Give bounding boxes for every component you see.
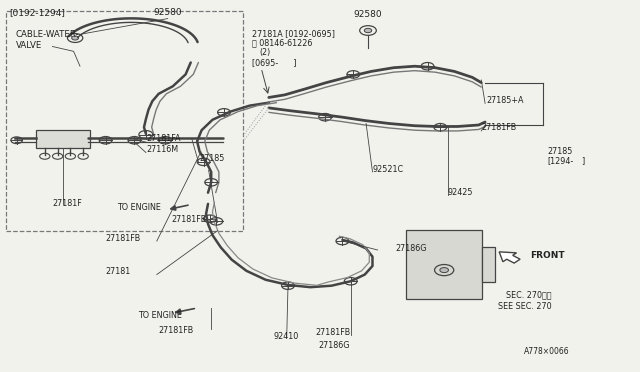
Text: 27186G: 27186G: [319, 341, 350, 350]
Bar: [36, 130, 90, 148]
Text: 27181F: 27181F: [52, 199, 82, 208]
Text: CABLE-WATER-: CABLE-WATER-: [16, 30, 79, 39]
Text: 92521C: 92521C: [372, 165, 404, 174]
Text: 27181FB: 27181FB: [481, 123, 516, 132]
Text: 27181: 27181: [106, 267, 131, 276]
Text: 92410: 92410: [274, 333, 299, 341]
Text: 27116M: 27116M: [146, 145, 178, 154]
Text: FRONT: FRONT: [530, 251, 564, 260]
Text: TO ENGINE: TO ENGINE: [138, 311, 182, 320]
Text: 27181FB: 27181FB: [315, 328, 350, 337]
Text: 27181FB: 27181FB: [106, 234, 141, 243]
Text: ]: ]: [581, 157, 584, 166]
Text: 92580: 92580: [354, 10, 382, 19]
FancyArrow shape: [499, 252, 520, 263]
Text: 27185: 27185: [200, 154, 225, 163]
Text: 92425: 92425: [448, 188, 474, 197]
Text: 27185: 27185: [547, 147, 573, 156]
Text: 27181A [0192-0695]: 27181A [0192-0695]: [252, 29, 335, 38]
Text: SEC. 270参照: SEC. 270参照: [506, 291, 551, 299]
Text: 27181FB: 27181FB: [159, 326, 194, 335]
Text: 27181FB: 27181FB: [172, 215, 207, 224]
Bar: [6, 11, 243, 231]
Circle shape: [440, 267, 449, 273]
Text: VALVE: VALVE: [16, 41, 42, 50]
Text: [0192-1294]: [0192-1294]: [10, 8, 65, 17]
Text: [1294-: [1294-: [547, 157, 573, 166]
Text: (2): (2): [260, 48, 271, 57]
Text: 27181FA: 27181FA: [146, 134, 180, 143]
Text: 27185+A: 27185+A: [486, 96, 524, 105]
Circle shape: [364, 28, 372, 33]
Bar: [482, 247, 495, 282]
Text: TO ENGINE: TO ENGINE: [117, 203, 161, 212]
Text: 27186G: 27186G: [396, 244, 427, 253]
Circle shape: [72, 36, 79, 40]
Text: SEE SEC. 270: SEE SEC. 270: [498, 302, 552, 311]
Text: 92580: 92580: [154, 8, 182, 17]
Text: Ⓢ 08146-61226: Ⓢ 08146-61226: [252, 39, 312, 48]
Text: A778×0066: A778×0066: [524, 347, 569, 356]
Text: [0695-      ]: [0695- ]: [252, 58, 296, 67]
Bar: [406, 230, 482, 299]
